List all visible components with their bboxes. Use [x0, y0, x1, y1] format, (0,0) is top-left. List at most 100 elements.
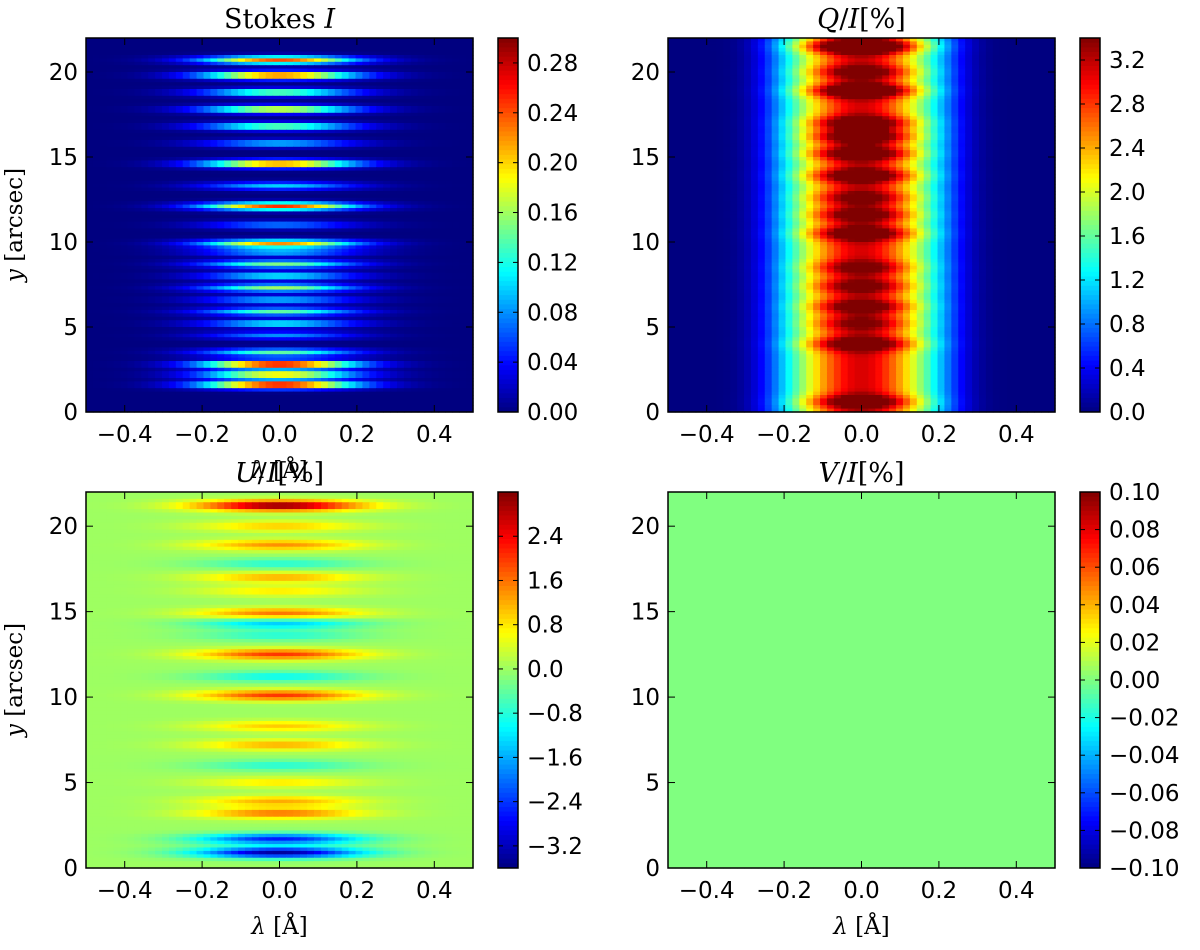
heatmap-cell [134, 214, 142, 219]
heatmap-cell [390, 255, 398, 260]
heatmap-cell [438, 102, 446, 107]
heatmap-cell [99, 68, 108, 73]
heatmap-cell [300, 170, 308, 175]
heatmap-cell [369, 296, 377, 301]
heatmap-cell [265, 78, 274, 83]
heatmap-cell [445, 252, 453, 257]
heatmap-cell [334, 136, 343, 141]
heatmap-cell [182, 75, 191, 80]
heatmap-cell [438, 235, 446, 240]
heatmap-cell [383, 214, 391, 219]
heatmap-cell [424, 92, 433, 97]
heatmap-cell [155, 78, 163, 83]
heatmap-cell [86, 51, 94, 56]
heatmap-cell [106, 293, 115, 297]
heatmap-cell [459, 153, 467, 158]
heatmap-cell [369, 299, 377, 304]
heatmap-cell [355, 167, 364, 172]
heatmap-cell [99, 180, 108, 185]
heatmap-cell [106, 119, 115, 124]
heatmap-cell [417, 143, 426, 148]
heatmap-cell [113, 194, 122, 199]
heatmap-cell [369, 231, 377, 236]
heatmap-cell [314, 82, 322, 87]
heatmap-cell [300, 296, 308, 301]
heatmap-cell [210, 68, 218, 73]
heatmap-cell [217, 259, 225, 263]
heatmap-cell [355, 129, 364, 134]
heatmap-cell [162, 252, 170, 257]
heatmap-cell [438, 231, 446, 236]
heatmap-cell [196, 160, 205, 165]
heatmap-cell [99, 143, 108, 148]
heatmap-cell [459, 109, 467, 114]
heatmap-cell [383, 89, 391, 93]
heatmap-cell [217, 55, 225, 59]
heatmap-cell [265, 204, 274, 209]
heatmap-cell [141, 150, 149, 155]
heatmap-cell [175, 316, 184, 321]
heatmap-cell [355, 299, 364, 304]
heatmap-cell [396, 65, 405, 70]
heatmap-cell [438, 265, 446, 270]
heatmap-cell [99, 259, 108, 263]
heatmap-cell [272, 61, 281, 66]
heatmap-cell [141, 208, 149, 212]
heatmap-cell [134, 296, 142, 301]
heatmap-cell [390, 99, 398, 104]
heatmap-cell [272, 150, 281, 155]
heatmap-cell [307, 184, 315, 189]
heatmap-cell [300, 316, 308, 321]
heatmap-cell [403, 41, 412, 46]
heatmap-cell [168, 160, 177, 165]
heatmap-cell [189, 208, 198, 212]
heatmap-cell [238, 282, 246, 287]
heatmap-cell [390, 225, 398, 229]
heatmap-cell [438, 160, 446, 165]
heatmap-cell [376, 48, 384, 53]
heatmap-cell [120, 48, 129, 53]
heatmap-cell [265, 174, 274, 178]
heatmap-cell [92, 299, 101, 304]
heatmap-cell [396, 78, 405, 83]
heatmap-cell [403, 296, 412, 301]
heatmap-cell [224, 48, 232, 53]
heatmap-cell [396, 289, 405, 294]
heatmap-cell [293, 75, 301, 80]
heatmap-cell [320, 242, 329, 246]
heatmap-cell [355, 204, 364, 209]
heatmap-cell [175, 296, 184, 301]
heatmap-cell [224, 252, 232, 257]
heatmap-cell [175, 133, 184, 138]
heatmap-cell [417, 245, 426, 250]
heatmap-cell [369, 116, 377, 121]
heatmap-cell [175, 221, 184, 226]
heatmap-cell [383, 65, 391, 70]
heatmap-cell [390, 197, 398, 202]
heatmap-cell [452, 51, 460, 56]
heatmap-cell [459, 170, 467, 175]
heatmap-cell [224, 58, 232, 63]
heatmap-cell [217, 184, 225, 189]
heatmap-cell [376, 140, 384, 144]
heatmap-cell [390, 299, 398, 304]
heatmap-cell [155, 157, 163, 161]
heatmap-cell [293, 123, 301, 127]
heatmap-cell [92, 167, 101, 172]
heatmap-cell [376, 65, 384, 70]
heatmap-cell [134, 191, 142, 195]
heatmap-cell [348, 208, 357, 212]
heatmap-cell [307, 58, 315, 63]
heatmap-cell [300, 204, 308, 209]
heatmap-cell [459, 92, 467, 97]
heatmap-cell [383, 116, 391, 121]
heatmap-cell [396, 157, 405, 161]
heatmap-cell [272, 221, 281, 226]
heatmap-cell [224, 95, 232, 100]
heatmap-cell [369, 123, 377, 127]
heatmap-cell [445, 259, 453, 263]
heatmap-cell [182, 136, 191, 141]
heatmap-cell [279, 102, 288, 107]
heatmap-cell [203, 191, 211, 195]
heatmap-cell [203, 78, 211, 83]
